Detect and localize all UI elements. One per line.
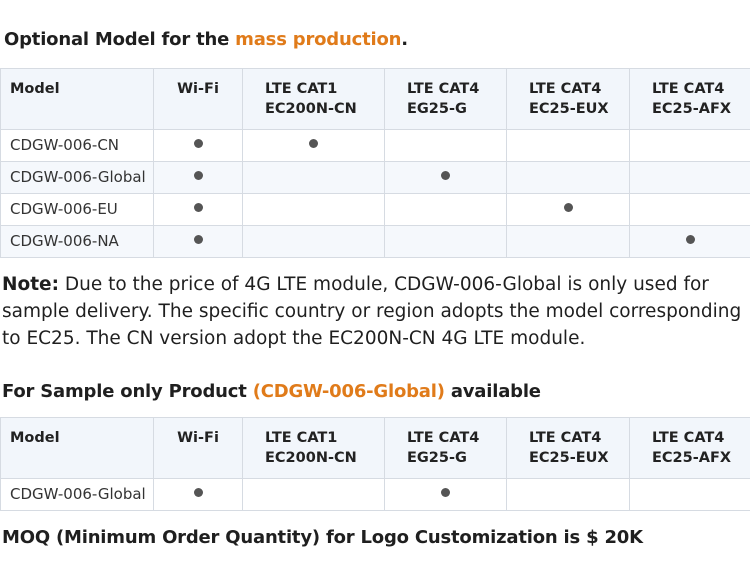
header-lte-cat4-eg25: LTE CAT4 EG25-G (384, 68, 507, 130)
header-lte-cat4-eg25: LTE CAT4 EG25-G (384, 417, 507, 479)
supported-dot-icon (193, 203, 203, 212)
supported-dot-icon (193, 139, 203, 148)
header-model: Model (0, 417, 154, 479)
support-cell (153, 129, 243, 162)
mass-production-table: Model Wi-Fi LTE CAT1 EC200N-CN LTE CAT4 EG… (0, 68, 750, 258)
header-lte-cat4-afx: LTE CAT4 EC25-AFX (629, 417, 750, 479)
table-header-row: Model Wi-Fi LTE CAT1 EC200N-CN LTE CAT4 EG… (0, 417, 750, 479)
support-cell (153, 193, 243, 226)
support-cell (506, 193, 630, 226)
support-cell (384, 129, 507, 162)
support-cell (153, 225, 243, 258)
supported-dot-icon (441, 171, 450, 180)
model-name-cell: CDGW-006-CN (0, 129, 154, 162)
supported-dot-icon (193, 171, 203, 180)
header-lte-cat4-afx: LTE CAT4 EC25-AFX (629, 68, 750, 130)
header-lte-cat4-eux: LTE CAT4 EC25-EUX (506, 417, 630, 479)
model-name-cell: CDGW-006-NA (0, 225, 154, 258)
heading-suffix: available (444, 381, 541, 402)
supported-dot-icon (193, 488, 203, 497)
heading-accent: (CDGW-006-Global) (252, 381, 445, 402)
model-name-cell: CDGW-006-EU (0, 193, 154, 226)
support-cell (506, 225, 630, 258)
table-row: CDGW-006-EU (0, 193, 750, 226)
support-cell (629, 225, 750, 258)
header-wifi: Wi-Fi (153, 417, 243, 479)
table-row: CDGW-006-CN (0, 129, 750, 162)
support-cell (153, 478, 243, 511)
support-cell (242, 161, 385, 194)
support-cell (242, 225, 385, 258)
note-paragraph: Note: Due to the price of 4G LTE module,… (2, 271, 748, 352)
header-wifi: Wi-Fi (153, 68, 243, 130)
support-cell (629, 193, 750, 226)
supported-dot-icon (193, 235, 203, 244)
moq-statement: MOQ (Minimum Order Quantity) for Logo Cu… (2, 527, 643, 548)
support-cell (506, 478, 630, 511)
mass-production-heading: Optional Model for the mass production. (4, 29, 408, 50)
heading-accent: mass production (235, 29, 402, 50)
table-row: CDGW-006-Global (0, 161, 750, 194)
support-cell (629, 161, 750, 194)
supported-dot-icon (563, 203, 573, 212)
header-lte-cat4-eux: LTE CAT4 EC25-EUX (506, 68, 630, 130)
supported-dot-icon (309, 139, 318, 148)
note-label: Note: (2, 274, 59, 295)
model-name-cell: CDGW-006-Global (0, 478, 154, 511)
supported-dot-icon (685, 235, 695, 244)
support-cell (384, 478, 507, 511)
heading-prefix: Optional Model for the (4, 29, 236, 50)
note-text: Due to the price of 4G LTE module, CDGW-… (2, 274, 742, 349)
model-name-cell: CDGW-006-Global (0, 161, 154, 194)
support-cell (506, 129, 630, 162)
support-cell (242, 478, 385, 511)
support-cell (629, 129, 750, 162)
header-lte-cat1: LTE CAT1 EC200N-CN (242, 68, 385, 130)
table-header-row: Model Wi-Fi LTE CAT1 EC200N-CN LTE CAT4 EG… (0, 68, 750, 130)
heading-suffix: . (401, 29, 408, 50)
support-cell (384, 193, 507, 226)
sample-product-table: Model Wi-Fi LTE CAT1 EC200N-CN LTE CAT4 EG… (0, 417, 750, 511)
supported-dot-icon (441, 488, 450, 497)
header-lte-cat1: LTE CAT1 EC200N-CN (242, 417, 385, 479)
support-cell (242, 193, 385, 226)
support-cell (242, 129, 385, 162)
support-cell (629, 478, 750, 511)
heading-prefix: For Sample only Product (2, 381, 253, 402)
table-row: CDGW-006-Global (0, 478, 750, 511)
sample-product-heading: For Sample only Product (CDGW-006-Global… (2, 381, 541, 402)
table-row: CDGW-006-NA (0, 225, 750, 258)
support-cell (153, 161, 243, 194)
support-cell (506, 161, 630, 194)
header-model: Model (0, 68, 154, 130)
support-cell (384, 225, 507, 258)
support-cell (384, 161, 507, 194)
